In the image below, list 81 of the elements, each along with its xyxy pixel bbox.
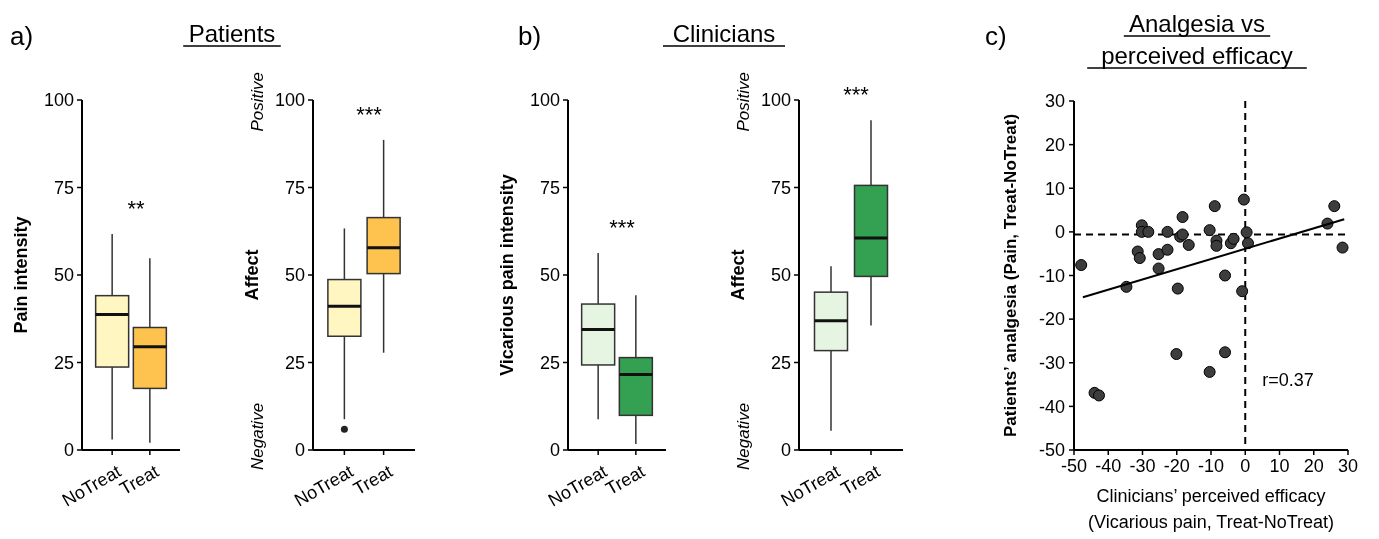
point xyxy=(1208,200,1221,213)
y-tick-label: 0 xyxy=(63,440,74,461)
x-tick-label: 10 xyxy=(1269,456,1290,476)
y-axis-title: Affect xyxy=(728,249,748,301)
y-tick-label: 25 xyxy=(53,352,74,373)
text: c) xyxy=(985,21,1007,51)
y-axis-title: Pain intensity xyxy=(11,216,31,334)
x-tick-label: -40 xyxy=(1095,456,1122,476)
x-tick-label: -20 xyxy=(1163,456,1190,476)
point xyxy=(1176,211,1189,224)
text: Negative xyxy=(248,402,267,470)
point xyxy=(1152,248,1165,261)
point xyxy=(1142,225,1155,238)
text: Positive xyxy=(248,72,267,132)
text: Clinicians xyxy=(672,20,776,47)
y-tick-label: 100 xyxy=(529,90,560,111)
x-tick-label: 30 xyxy=(1337,456,1359,476)
text: a) xyxy=(10,21,34,51)
y-tick-label: 50 xyxy=(770,265,791,286)
y-tick-label: 30 xyxy=(1044,91,1065,112)
y-tick-label: 20 xyxy=(1044,134,1065,155)
annotation: ** xyxy=(127,196,145,222)
point xyxy=(1219,346,1232,359)
point xyxy=(1203,365,1216,378)
text: Patients xyxy=(188,20,276,47)
point xyxy=(1210,239,1223,252)
y-tick-label: 0 xyxy=(1054,222,1065,243)
point xyxy=(1075,259,1088,272)
point xyxy=(1227,232,1240,245)
y-tick-label: 0 xyxy=(780,440,791,461)
y-tick-label: 100 xyxy=(274,90,305,111)
point xyxy=(1133,252,1146,265)
y-axis-title: Patients’ analgesia (Pain, Treat-NoTreat) xyxy=(1001,113,1020,438)
y-tick-label: 50 xyxy=(284,265,305,286)
chart-title: Analgesia vs perceived efficacy xyxy=(1101,10,1293,69)
point xyxy=(1171,282,1184,295)
y-tick-label: 25 xyxy=(770,352,791,373)
point xyxy=(1336,241,1349,254)
x-axis-title: Clinicians’ perceived efficacy (Vicarious pain, Treat-NoTreat) xyxy=(1087,486,1335,532)
y-tick-label: 0 xyxy=(294,440,305,461)
y-axis-title: Affect xyxy=(242,249,262,301)
y-tick-label: -20 xyxy=(1038,309,1065,330)
point xyxy=(1170,348,1183,361)
point xyxy=(1161,225,1174,238)
annotation: *** xyxy=(843,82,870,108)
y-tick-label: 75 xyxy=(539,177,560,198)
point xyxy=(1152,262,1165,275)
y-tick-label: 100 xyxy=(43,90,74,111)
y-tick-label: 100 xyxy=(760,90,791,111)
y-tick-label: 25 xyxy=(284,352,305,373)
text: Positive xyxy=(734,72,753,132)
annotation: *** xyxy=(356,101,383,127)
y-tick-label: -40 xyxy=(1038,396,1065,417)
y-tick-label: 75 xyxy=(53,177,74,198)
point xyxy=(1161,243,1174,256)
text: b) xyxy=(518,21,542,51)
point xyxy=(1203,224,1216,237)
point xyxy=(1182,238,1195,251)
point xyxy=(1093,389,1105,402)
x-tick-label: 0 xyxy=(1240,456,1251,476)
y-tick-label: 75 xyxy=(284,177,305,198)
point xyxy=(1240,226,1253,239)
y-axis-title: Vicarious pain intensity xyxy=(497,174,517,376)
y-tick-label: -30 xyxy=(1038,353,1065,374)
y-tick-label: 0 xyxy=(549,440,560,461)
y-tick-label: 25 xyxy=(539,352,560,373)
x-tick-label: 20 xyxy=(1303,456,1324,476)
annotation: r=0.37 xyxy=(1262,370,1314,391)
y-tick-label: 50 xyxy=(53,265,74,286)
point xyxy=(1328,200,1341,213)
point xyxy=(1237,193,1250,206)
x-tick-label: -10 xyxy=(1197,456,1225,476)
y-tick-label: 10 xyxy=(1044,178,1065,199)
point xyxy=(1219,269,1232,282)
text: Negative xyxy=(734,402,753,470)
x-tick-label: -30 xyxy=(1129,456,1156,476)
y-tick-label: -10 xyxy=(1038,265,1065,286)
y-tick-label: 75 xyxy=(770,177,791,198)
point xyxy=(1236,285,1249,298)
annotation: *** xyxy=(609,214,636,240)
y-tick-label: 50 xyxy=(539,265,560,286)
